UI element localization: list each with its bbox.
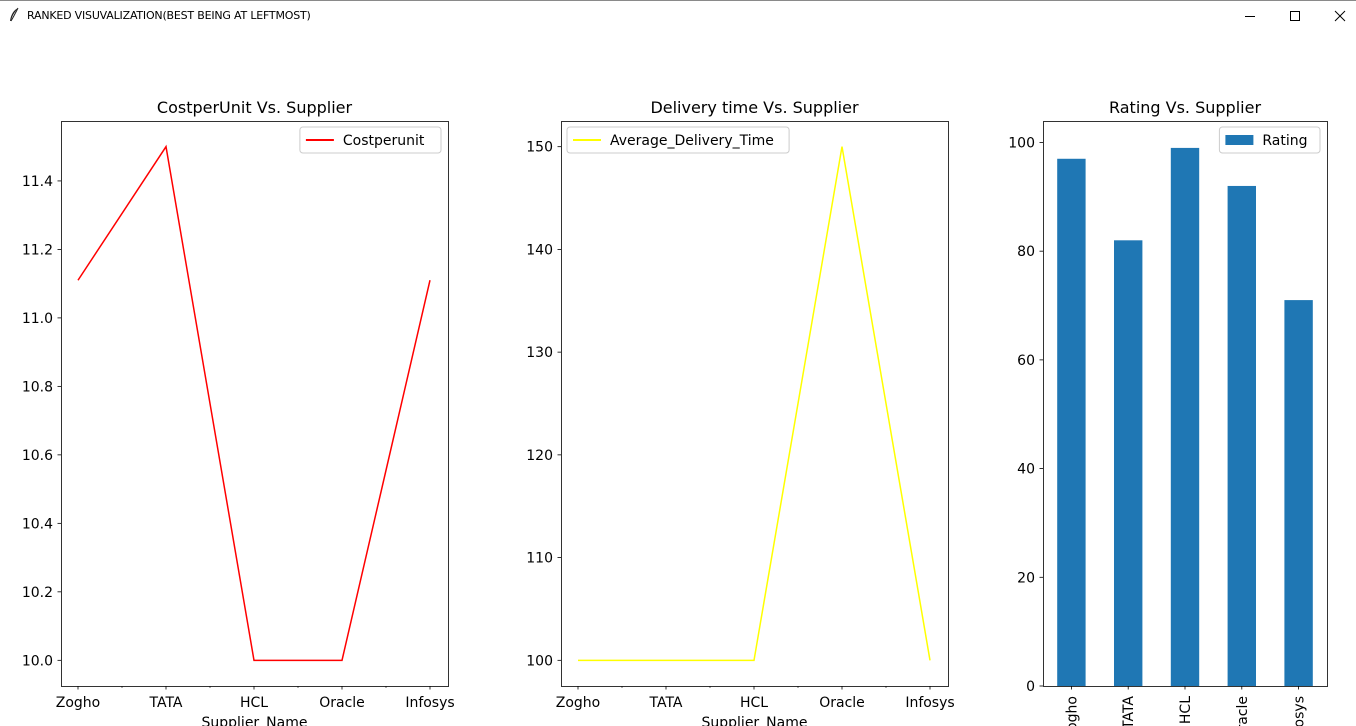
chart-title: Rating Vs. Supplier <box>1109 98 1261 117</box>
bar-zogho <box>1057 158 1086 686</box>
legend-label: Average_Delivery_Time <box>610 133 774 149</box>
x-tick-label: HCL <box>740 695 768 711</box>
close-button[interactable] <box>1317 1 1356 31</box>
minimize-button[interactable] <box>1227 1 1273 31</box>
y-tick-label: 10.2 <box>22 585 53 601</box>
figure-canvas: 10.0 10.2 10.4 10.6 10.8 11.0 11.2 11.4 Zogho TAT… <box>22 98 1328 726</box>
maximize-icon <box>1290 11 1300 21</box>
x-tick-label: HCL <box>1178 696 1194 724</box>
legend-swatch <box>1225 135 1254 145</box>
x-tick-label: HCL <box>240 695 268 711</box>
legend: Rating <box>1218 126 1321 154</box>
bar-infosys <box>1284 300 1313 686</box>
y-tick-label: 0 <box>1026 679 1035 695</box>
y-tick-label: 10.6 <box>22 448 53 464</box>
x-tick-label: TATA <box>1121 696 1137 726</box>
x-tick-label: Infosys <box>405 695 454 711</box>
x-tick-label: Zogho <box>1064 696 1080 726</box>
y-tick-label: 11.0 <box>22 311 53 327</box>
legend-box <box>299 126 442 154</box>
legend-box <box>1218 126 1321 154</box>
y-tick-label: 11.4 <box>22 174 53 190</box>
y-tick-label: 150 <box>526 140 553 156</box>
feather-icon <box>8 7 20 23</box>
window-titlebar: RANKED VISUVALIZATION(BEST BEING AT LEFT… <box>0 0 1356 30</box>
legend-box <box>566 126 790 154</box>
x-tick-label: Oracle <box>1235 696 1251 726</box>
x-axis-label: Supplier_Name <box>702 715 808 726</box>
x-tick-label: Zogho <box>556 695 600 711</box>
bar-tata <box>1114 240 1143 687</box>
bar-oracle <box>1227 185 1256 686</box>
x-tick-label: TATA <box>149 695 183 711</box>
x-tick-label: Infosys <box>1292 696 1308 726</box>
y-tick-label: 40 <box>1017 462 1035 478</box>
x-tick-label: Zogho <box>56 695 100 711</box>
y-tick-label: 11.2 <box>22 242 53 258</box>
chart-title: Delivery time Vs. Supplier <box>650 98 859 117</box>
legend: Average_Delivery_Time <box>566 126 790 154</box>
maximize-button[interactable] <box>1272 1 1318 31</box>
minimize-icon <box>1245 16 1255 17</box>
x-axis-label: Supplier_Name <box>202 715 308 726</box>
chart-1: 10.0 10.2 10.4 10.6 10.8 11.0 11.2 11.4 Zogho TAT… <box>22 98 455 726</box>
x-tick-label: TATA <box>649 695 683 711</box>
axes-frame <box>61 121 449 687</box>
y-tick-label: 100 <box>526 653 553 669</box>
series-line-0 <box>77 144 431 662</box>
y-tick-label: 80 <box>1017 244 1035 260</box>
legend: Costperunit <box>299 126 442 154</box>
y-tick-label: 60 <box>1017 353 1035 369</box>
legend-label: Rating <box>1262 133 1307 149</box>
y-tick-label: 110 <box>526 551 553 567</box>
close-icon <box>1334 10 1346 22</box>
x-tick-label: Infosys <box>905 695 954 711</box>
chart-2: 100 110 120 130 140 150 Zogho TATA HCL Oracle Info… <box>526 98 954 726</box>
y-tick-label: 10.0 <box>22 653 53 669</box>
series-line-0 <box>578 146 931 662</box>
axes-frame <box>1043 121 1328 687</box>
x-tick-label: Oracle <box>319 695 365 711</box>
chart-title: CostperUnit Vs. Supplier <box>157 98 353 117</box>
window-title: RANKED VISUVALIZATION(BEST BEING AT LEFT… <box>27 9 311 22</box>
y-tick-label: 140 <box>526 242 553 258</box>
legend-label: Costperunit <box>343 133 425 149</box>
axes-frame <box>561 121 949 687</box>
y-tick-label: 10.4 <box>22 516 53 532</box>
y-tick-label: 10.8 <box>22 379 53 395</box>
chart-3: 0 20 40 60 80 100 Zogho TATA HCL Oracle Infosys Rat… <box>1008 98 1328 726</box>
y-tick-label: 120 <box>526 448 553 464</box>
bar-hcl <box>1170 147 1200 686</box>
x-tick-label: Oracle <box>819 695 865 711</box>
y-tick-label: 100 <box>1008 135 1035 151</box>
y-tick-label: 130 <box>526 345 553 361</box>
y-tick-label: 20 <box>1017 570 1035 586</box>
